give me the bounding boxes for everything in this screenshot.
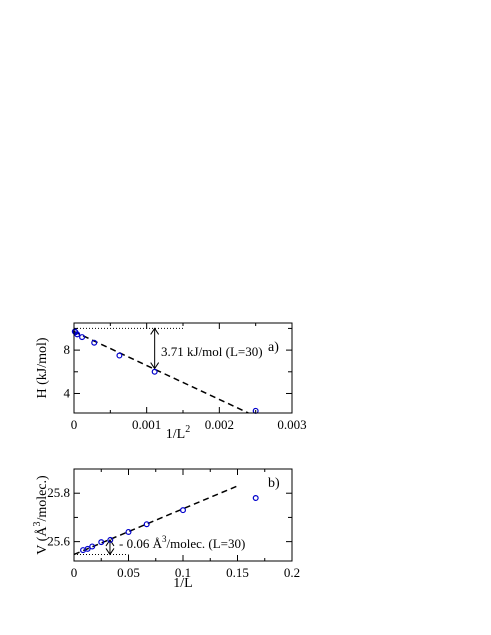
data-point	[116, 352, 123, 359]
data-point	[180, 507, 187, 514]
fit-line	[73, 330, 249, 414]
data-point	[125, 528, 132, 535]
panel-a-ticks	[73, 323, 293, 413]
panel-b-annotation: - 0.06 Å3/molec. (L=30)	[119, 534, 245, 551]
data-point	[143, 521, 150, 528]
data-point	[252, 495, 259, 502]
panel-b-xlabel: 1/L	[173, 576, 192, 591]
panel-b-tick-labels: 0 0.05 0.1 0.15 0.2 25.6 25.8	[47, 485, 300, 580]
data-point	[107, 536, 114, 543]
panel-b-ylabel: V (Å3/molec.)	[32, 475, 50, 555]
x-tick-label: 0.05	[117, 565, 140, 580]
x-tick-label: 0	[71, 417, 78, 432]
y-tick-label: 8	[64, 342, 71, 357]
panel-b-frame	[73, 468, 293, 562]
data-point	[91, 339, 98, 346]
panel-a-panel-label: a)	[268, 340, 279, 355]
panel-a-frame	[73, 322, 293, 414]
x-tick-label: 0.15	[226, 565, 249, 580]
data-point	[89, 543, 96, 550]
panel-a-ylabel: H (kJ/mol)	[35, 337, 50, 398]
panel-a: 0 0.001 0.002 0.003 4 8 a) 1/L2 H (kJ/mol) 3.…	[35, 322, 307, 442]
data-point	[74, 331, 81, 338]
panel-b-points	[80, 495, 259, 554]
data-point	[98, 539, 105, 546]
y-tick-label: 25.6	[47, 534, 70, 549]
data-point	[151, 368, 158, 375]
x-tick-label: 0.1	[175, 565, 191, 580]
data-point	[84, 545, 91, 552]
panel-a-points	[71, 328, 259, 414]
y-tick-label: 25.8	[47, 485, 70, 500]
x-tick-label: 0	[71, 565, 78, 580]
x-tick-label: 0.001	[132, 417, 161, 432]
panel-a-xlabel: 1/L2	[166, 424, 190, 442]
annotation-arrow-head-bottom	[150, 362, 160, 370]
annotation-arrow-head-top	[150, 327, 160, 335]
panel-a-lines	[73, 327, 249, 414]
panel-a-tick-labels: 0 0.001 0.002 0.003 4 8	[64, 342, 307, 432]
x-tick-label: 0.003	[277, 417, 306, 432]
panel-b: 0 0.05 0.1 0.15 0.2 25.6 25.8 b) 1/L V (Å3/mol…	[32, 468, 300, 591]
panel-a-annotation: 3.71 kJ/mol (L=30)	[161, 344, 263, 359]
x-tick-label: 0.002	[205, 417, 234, 432]
data-point	[79, 334, 86, 341]
panel-b-panel-label: b)	[268, 476, 280, 491]
y-tick-label: 4	[64, 385, 71, 400]
x-tick-label: 0.2	[284, 565, 300, 580]
annotation-arrow-head-bottom	[105, 548, 115, 556]
annotation-arrow-head-top	[105, 539, 115, 547]
